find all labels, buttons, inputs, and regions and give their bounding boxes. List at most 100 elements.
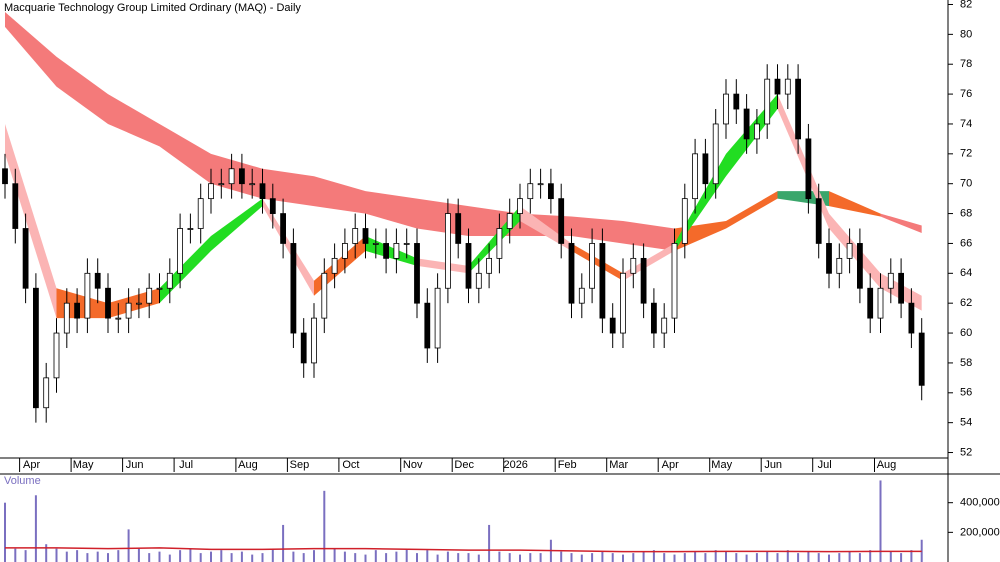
volume-bar [498,551,501,562]
y-tick-label: 80 [960,28,972,40]
volume-bar [622,554,624,562]
candle-body [723,93,729,125]
candle-body [774,78,781,95]
x-tick-label: Dec [454,459,474,471]
candle-body [754,123,760,140]
volume-bar [364,554,367,562]
candle-body [486,257,493,274]
volume-bar [137,548,140,562]
candle-body [12,183,19,229]
volume-bar [889,551,892,562]
candle-body [208,183,214,200]
x-tick-label: Oct [342,459,359,471]
y-tick-label: 56 [960,387,972,399]
volume-bar [745,554,748,562]
volume-bar [148,553,151,562]
ribbon-segment [829,213,881,289]
ribbon-segment [262,168,314,207]
volume-bar [210,551,212,562]
volume-bar [725,551,727,562]
x-tick-label: Jul [179,459,193,471]
volume-bar [508,553,511,562]
volume-bar [199,553,202,562]
ribbon-segment [56,56,108,124]
ribbon-segment [314,176,366,214]
candle-body [424,302,431,349]
volume-bar [76,550,79,562]
volume-bar [580,554,583,562]
candle-body [300,332,307,364]
volume-bar [632,553,635,562]
candle-body [362,228,369,244]
volume-bar [323,490,326,562]
candle-body [259,183,266,200]
candle-body [764,78,771,125]
x-tick-label: Jun [126,459,144,471]
ribbon-segment [5,11,57,87]
volume-bar [107,553,109,562]
ribbon-segment [417,258,469,274]
x-tick-label: Nov [403,459,423,471]
candle-body [146,287,153,304]
candle-body [599,243,606,319]
volume-bar [817,553,820,562]
candle-body [537,183,544,186]
volume-bar [457,553,460,562]
candle-body [403,243,410,245]
volume-bar [735,553,738,562]
candle-body [846,243,853,259]
ribbon-segment [365,191,417,229]
volume-bar [240,551,243,562]
candle-body [444,213,451,289]
volume-bar [570,553,573,562]
volume-bar [4,502,6,562]
candle-body [187,228,194,230]
volume-bar [704,553,707,562]
candle-body [238,168,245,185]
candle-body [867,287,874,319]
candle-body [496,228,503,259]
volume-bar [591,553,594,562]
candle-body [393,243,400,259]
y-tick-label: 64 [960,267,972,279]
volume-average [5,547,922,553]
candle-body [578,287,585,304]
volume-bar [601,551,604,562]
volume-bar [343,551,346,562]
candle-body [177,228,184,274]
candle-body [311,317,317,364]
volume-bar [642,551,645,562]
candle-body [465,243,472,289]
candle-body [94,272,101,289]
y-tick-label: 52 [960,446,972,458]
volume-bar [488,524,491,562]
candle-body [372,243,379,245]
y-tick-label: 60 [960,327,972,339]
candle-body [527,183,534,200]
volume-bar [519,554,521,562]
volume-bar [385,553,388,562]
x-tick-label: Aug [238,459,258,471]
candle-body [877,287,884,319]
volume-bar [168,554,171,562]
volume-bar [333,548,336,562]
volume-bar [539,553,542,562]
volume-bar [529,553,532,562]
y-tick-label: 74 [960,118,972,130]
candle-body [43,377,50,409]
y-tick-label: 66 [960,237,972,249]
candle-body [352,228,359,244]
volume-bar [838,553,841,562]
candle-body [455,213,462,244]
candle-body [857,243,863,289]
volume-bar [117,550,120,562]
x-tick-label: Mar [609,459,628,471]
candle-body [568,243,575,304]
y-tick-label: 82 [960,0,972,10]
candle-body [795,78,801,140]
ribbon-segment [108,94,160,147]
volume-bar [158,551,161,562]
x-tick-label: May [711,459,732,471]
candle-body [341,243,348,259]
candle-body [661,317,668,334]
